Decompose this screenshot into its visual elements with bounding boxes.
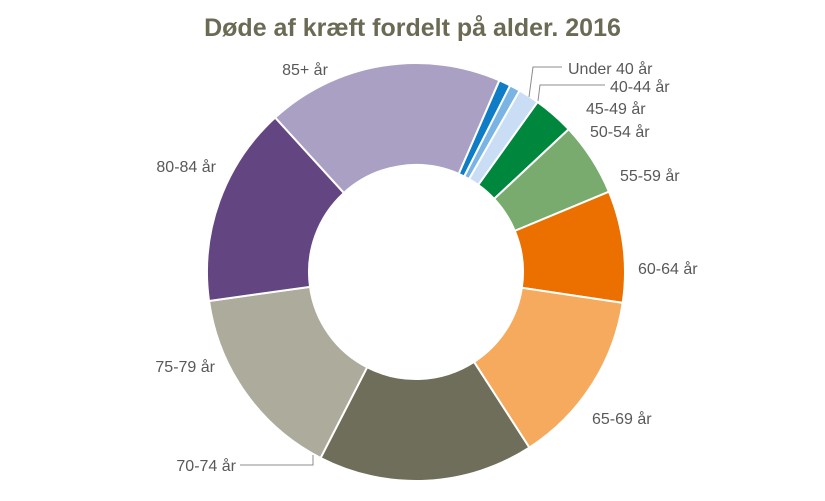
slice-label-10: 80-84 år	[156, 158, 216, 176]
slice-label-1: Under 40 år	[568, 60, 653, 78]
leader-line-2	[537, 84, 605, 102]
slice-11	[273, 62, 501, 195]
slice-label-4: 50-54 år	[590, 123, 650, 141]
slice-label-9: 75-79 år	[155, 358, 215, 376]
slice-9	[207, 285, 369, 460]
slice-8	[319, 360, 531, 482]
slice-label-11: 85+ år	[282, 61, 328, 79]
slice-label-5: 55-59 år	[620, 167, 680, 185]
slice-label-7: 65-69 år	[592, 410, 652, 428]
slice-label-6: 60-64 år	[638, 260, 698, 278]
leader-line-8	[240, 455, 314, 466]
slice-label-3: 45-49 år	[586, 100, 646, 118]
chart-title: Døde af kræft fordelt på alder. 2016	[204, 14, 621, 42]
slice-label-8: 70-74 år	[176, 457, 236, 475]
leader-line-1	[528, 66, 562, 98]
slice-label-2: 40-44 år	[610, 78, 670, 96]
